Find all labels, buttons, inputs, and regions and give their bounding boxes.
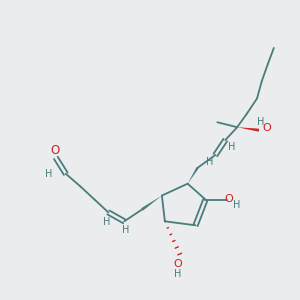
Text: H: H — [232, 200, 240, 211]
Text: O: O — [262, 123, 271, 133]
Text: H: H — [174, 269, 182, 279]
Polygon shape — [188, 167, 199, 184]
Polygon shape — [237, 127, 259, 132]
Text: H: H — [257, 117, 265, 127]
Text: O: O — [173, 259, 182, 269]
Polygon shape — [141, 196, 162, 211]
Text: H: H — [122, 225, 129, 235]
Text: H: H — [45, 169, 52, 179]
Text: H: H — [206, 157, 213, 167]
Text: H: H — [228, 142, 235, 152]
Text: O: O — [50, 145, 59, 158]
Text: H: H — [103, 217, 110, 227]
Text: O: O — [224, 194, 233, 203]
